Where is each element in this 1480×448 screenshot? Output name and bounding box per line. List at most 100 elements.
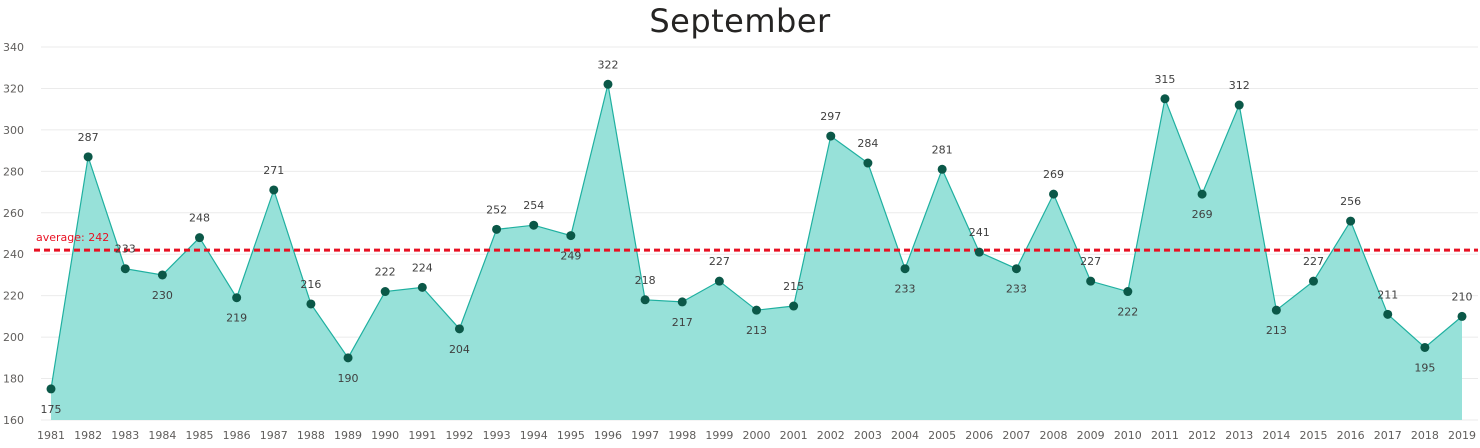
data-point bbox=[120, 264, 130, 274]
x-tick-label: 2014 bbox=[1262, 429, 1290, 442]
x-tick-label: 1992 bbox=[445, 429, 473, 442]
data-point bbox=[752, 305, 761, 315]
x-tick-label: 1989 bbox=[334, 429, 362, 442]
data-label: 233 bbox=[895, 283, 916, 296]
y-tick-label: 300 bbox=[3, 124, 24, 137]
data-point bbox=[937, 164, 947, 174]
data-point bbox=[566, 231, 576, 241]
data-point bbox=[1457, 311, 1467, 321]
x-tick-label: 1994 bbox=[520, 429, 548, 442]
x-tick-label: 2011 bbox=[1151, 429, 1179, 442]
data-label: 269 bbox=[1192, 208, 1213, 221]
x-tick-label: 1996 bbox=[594, 429, 622, 442]
x-tick-label: 2013 bbox=[1225, 429, 1253, 442]
x-tick-label: 1997 bbox=[631, 429, 659, 442]
data-point bbox=[343, 353, 353, 363]
x-tick-label: 2019 bbox=[1448, 429, 1476, 442]
data-label: 213 bbox=[746, 324, 767, 337]
chart-title: September bbox=[649, 2, 831, 40]
data-point bbox=[454, 324, 464, 334]
data-label: 287 bbox=[78, 131, 99, 144]
data-point bbox=[1234, 100, 1244, 110]
data-label: 227 bbox=[709, 255, 730, 268]
y-tick-label: 220 bbox=[3, 290, 24, 303]
x-tick-label: 2006 bbox=[965, 429, 993, 442]
data-point bbox=[826, 131, 836, 141]
data-label: 227 bbox=[1080, 255, 1101, 268]
data-point bbox=[157, 270, 167, 280]
data-point bbox=[1123, 287, 1133, 297]
data-label: 211 bbox=[1377, 288, 1398, 301]
x-tick-label: 2012 bbox=[1188, 429, 1216, 442]
data-point bbox=[1049, 189, 1059, 199]
data-label: 249 bbox=[560, 250, 581, 263]
y-tick-label: 320 bbox=[3, 82, 24, 95]
x-tick-label: 2001 bbox=[780, 429, 808, 442]
data-label: 224 bbox=[412, 261, 433, 274]
data-point bbox=[900, 264, 910, 274]
data-point bbox=[529, 220, 539, 230]
x-tick-label: 1988 bbox=[297, 429, 325, 442]
average-label: average: 242 bbox=[36, 231, 109, 244]
data-label: 312 bbox=[1229, 79, 1250, 92]
x-tick-label: 2018 bbox=[1411, 429, 1439, 442]
y-tick-label: 280 bbox=[3, 165, 24, 178]
x-tick-label: 1983 bbox=[111, 429, 139, 442]
data-point bbox=[1271, 305, 1281, 315]
x-tick-label: 2004 bbox=[891, 429, 919, 442]
data-label: 233 bbox=[1006, 283, 1027, 296]
x-tick-label: 2005 bbox=[928, 429, 956, 442]
data-label: 315 bbox=[1154, 73, 1175, 86]
data-label: 213 bbox=[1266, 324, 1287, 337]
data-point bbox=[492, 224, 502, 234]
data-point bbox=[380, 287, 390, 297]
data-label: 256 bbox=[1340, 195, 1361, 208]
x-tick-label: 2009 bbox=[1077, 429, 1105, 442]
data-label: 297 bbox=[820, 110, 841, 123]
y-tick-label: 240 bbox=[3, 248, 24, 261]
x-tick-label: 1998 bbox=[668, 429, 696, 442]
data-label: 190 bbox=[338, 372, 359, 385]
data-label: 281 bbox=[932, 143, 953, 156]
x-tick-label: 1990 bbox=[371, 429, 399, 442]
x-tick-label: 1999 bbox=[705, 429, 733, 442]
x-tick-label: 1986 bbox=[223, 429, 251, 442]
data-label: 322 bbox=[597, 58, 618, 71]
data-point bbox=[863, 158, 873, 168]
area-fill bbox=[51, 84, 1462, 421]
data-label: 233 bbox=[115, 243, 136, 256]
data-point bbox=[714, 276, 724, 286]
data-label: 210 bbox=[1452, 290, 1473, 303]
x-tick-label: 1981 bbox=[37, 429, 65, 442]
x-tick-label: 2016 bbox=[1337, 429, 1365, 442]
x-tick-label: 1985 bbox=[186, 429, 214, 442]
data-label: 218 bbox=[635, 274, 656, 287]
data-point bbox=[232, 293, 242, 303]
x-tick-label: 1993 bbox=[483, 429, 511, 442]
data-label: 230 bbox=[152, 289, 173, 302]
data-point bbox=[306, 299, 316, 309]
data-label: 269 bbox=[1043, 168, 1064, 181]
x-tick-label: 1987 bbox=[260, 429, 288, 442]
data-point bbox=[789, 301, 799, 311]
data-point bbox=[1011, 264, 1021, 274]
data-point bbox=[1383, 309, 1393, 319]
data-point bbox=[1086, 276, 1096, 286]
x-tick-label: 2015 bbox=[1299, 429, 1327, 442]
x-tick-label: 2010 bbox=[1114, 429, 1142, 442]
x-tick-label: 2008 bbox=[1040, 429, 1068, 442]
data-point bbox=[640, 295, 650, 305]
data-point bbox=[1346, 216, 1356, 226]
data-label: 254 bbox=[523, 199, 544, 212]
data-label: 248 bbox=[189, 212, 210, 225]
data-label: 284 bbox=[857, 137, 878, 150]
x-tick-label: 1982 bbox=[74, 429, 102, 442]
data-label: 195 bbox=[1414, 361, 1435, 374]
x-tick-label: 1995 bbox=[557, 429, 585, 442]
data-point bbox=[603, 79, 613, 89]
x-tick-label: 2017 bbox=[1374, 429, 1402, 442]
data-point bbox=[1420, 342, 1430, 352]
data-point bbox=[46, 384, 56, 394]
data-label: 227 bbox=[1303, 255, 1324, 268]
